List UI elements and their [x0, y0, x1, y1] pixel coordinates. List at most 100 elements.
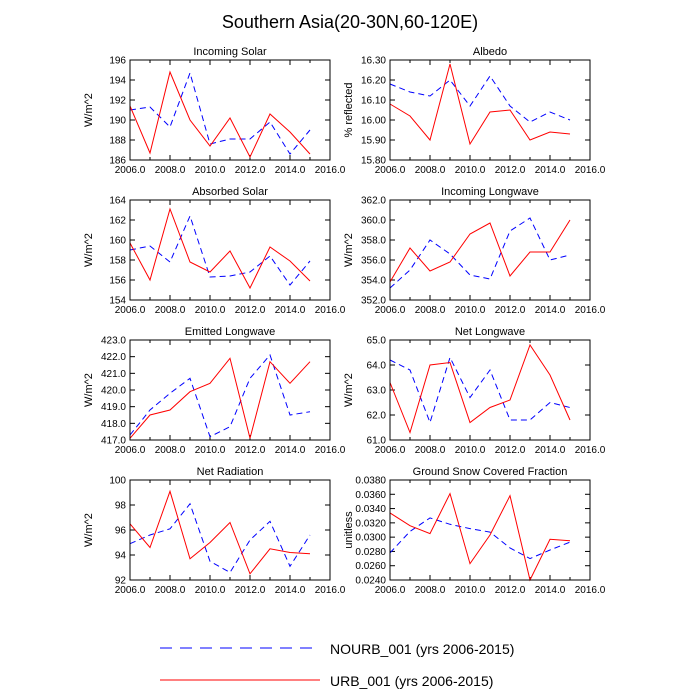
series-line-urb: [389, 492, 571, 582]
y-tick-label: 64.0: [367, 361, 387, 372]
x-tick-label: 2008.0: [415, 305, 446, 316]
y-tick-label: 421.0: [101, 369, 126, 380]
x-tick-label: 2006.0: [375, 445, 406, 456]
y-tick-label: 362.0: [361, 196, 386, 207]
panel-8: Ground Snow Covered Fraction unitless 2006…: [343, 466, 606, 596]
y-axis-label: W/m^2: [83, 513, 95, 547]
x-tick-label: 2012.0: [235, 445, 266, 456]
x-tick-label: 2008.0: [155, 585, 186, 596]
x-tick-label: 2014.0: [535, 305, 566, 316]
y-axis-label: W/m^2: [343, 233, 355, 267]
panel-title: Emitted Longwave: [185, 326, 276, 338]
y-tick-label: 360.0: [361, 216, 386, 227]
y-tick-label: 94: [115, 551, 127, 562]
y-tick-label: 423.0: [101, 336, 126, 347]
panel-title: Incoming Longwave: [441, 186, 539, 198]
y-tick-label: 0.0380: [355, 476, 386, 487]
series-line-urb: [129, 357, 311, 439]
series-line-urb: [389, 343, 571, 435]
x-tick-label: 2006.0: [115, 305, 146, 316]
x-tick-label: 2014.0: [535, 445, 566, 456]
x-tick-label: 2014.0: [275, 165, 306, 176]
series-line-urb: [389, 219, 571, 283]
y-tick-label: 186: [109, 156, 126, 167]
x-tick-label: 2008.0: [415, 585, 446, 596]
legend: NOURB_001 (yrs 2006-2015) URB_001 (yrs 2…: [160, 641, 514, 689]
y-tick-label: 98: [115, 501, 127, 512]
y-tick-label: 352.0: [361, 296, 386, 307]
series-line-nourb: [389, 75, 571, 123]
y-tick-label: 100: [109, 476, 126, 487]
plot-frame: [389, 339, 591, 441]
plot-frame: [389, 479, 591, 581]
y-tick-label: 420.0: [101, 386, 126, 397]
plot-frame: [389, 59, 591, 161]
y-tick-label: 62.0: [367, 411, 387, 422]
x-tick-label: 2010.0: [195, 165, 226, 176]
x-tick-label: 2014.0: [275, 585, 306, 596]
y-tick-label: 0.0260: [355, 561, 386, 572]
x-tick-label: 2010.0: [455, 165, 486, 176]
y-axis-label: W/m^2: [343, 373, 355, 407]
panel-title: Absorbed Solar: [192, 186, 268, 198]
y-tick-label: 16.30: [361, 56, 386, 67]
x-tick-label: 2008.0: [415, 445, 446, 456]
panel-4: Incoming Longwave W/m^2 2006.0 2008.0 2010.0…: [343, 186, 606, 316]
x-tick-label: 2012.0: [495, 305, 526, 316]
y-tick-label: 0.0360: [355, 490, 386, 501]
y-tick-label: 0.0320: [355, 518, 386, 529]
x-tick-label: 2014.0: [275, 305, 306, 316]
panel-7: Net Radiation W/m^2 2006.0 2008.0 2010.0 2012…: [83, 466, 346, 596]
plot-frame: [129, 59, 331, 161]
y-tick-label: 15.90: [361, 136, 386, 147]
x-tick-label: 2010.0: [195, 585, 226, 596]
panel-6: Net Longwave W/m^2 2006.0 2008.0 2010.0 2012.…: [343, 326, 606, 456]
series-line-nourb: [389, 217, 571, 289]
x-tick-label: 2008.0: [155, 445, 186, 456]
figure-title: Southern Asia(20-30N,60-120E): [222, 12, 478, 32]
panel-title: Ground Snow Covered Fraction: [413, 466, 568, 478]
y-tick-label: 156: [109, 276, 126, 287]
x-tick-label: 2012.0: [495, 165, 526, 176]
plot-frame: [389, 199, 591, 301]
x-tick-label: 2012.0: [235, 305, 266, 316]
y-tick-label: 16.20: [361, 76, 386, 87]
x-tick-label: 2010.0: [455, 585, 486, 596]
y-tick-label: 194: [109, 76, 126, 87]
panel-3: Absorbed Solar W/m^2 2006.0 2008.0 2010.0 201…: [83, 186, 346, 316]
legend-label-nourb: NOURB_001 (yrs 2006-2015): [330, 641, 514, 657]
y-tick-label: 0.0300: [355, 533, 386, 544]
x-tick-label: 2006.0: [115, 585, 146, 596]
y-tick-label: 154: [109, 296, 126, 307]
series-line-urb: [129, 207, 311, 290]
y-tick-label: 422.0: [101, 352, 126, 363]
x-tick-label: 2010.0: [455, 305, 486, 316]
y-axis-label: % reflected: [343, 82, 355, 137]
x-tick-label: 2016.0: [315, 305, 346, 316]
y-tick-label: 162: [109, 216, 126, 227]
series-line-nourb: [129, 71, 311, 155]
y-tick-label: 160: [109, 236, 126, 247]
x-tick-label: 2008.0: [155, 305, 186, 316]
x-tick-label: 2010.0: [195, 305, 226, 316]
series-line-nourb: [129, 354, 311, 438]
y-tick-label: 16.00: [361, 116, 386, 127]
y-tick-label: 92: [115, 576, 127, 587]
panel-title: Net Radiation: [197, 466, 264, 478]
y-tick-label: 0.0280: [355, 547, 386, 558]
y-tick-label: 65.0: [367, 336, 387, 347]
y-tick-label: 192: [109, 96, 126, 107]
y-tick-label: 196: [109, 56, 126, 67]
y-axis-label: W/m^2: [83, 93, 95, 127]
y-tick-label: 356.0: [361, 256, 386, 267]
y-axis-label: unitless: [343, 511, 355, 549]
y-tick-label: 419.0: [101, 402, 126, 413]
x-tick-label: 2006.0: [115, 165, 146, 176]
x-tick-label: 2012.0: [495, 585, 526, 596]
x-tick-label: 2014.0: [275, 445, 306, 456]
x-tick-label: 2014.0: [535, 585, 566, 596]
y-tick-label: 164: [109, 196, 126, 207]
panel-5: Emitted Longwave W/m^2 2006.0 2008.0 2010.0 2…: [83, 326, 346, 456]
x-tick-label: 2006.0: [375, 585, 406, 596]
